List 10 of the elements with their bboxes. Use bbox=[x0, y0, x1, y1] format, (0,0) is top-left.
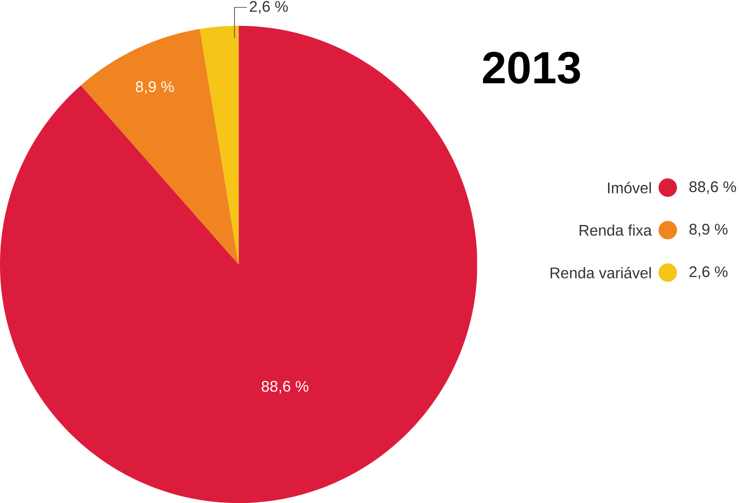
text: 88,6 % bbox=[689, 181, 736, 194]
text: 2013 bbox=[482, 52, 580, 84]
legend-label: Imóvel bbox=[608, 182, 651, 194]
data-label: 8,9 % bbox=[136, 81, 174, 94]
legend-label: Renda variável bbox=[550, 266, 651, 278]
data-label: 2,6 % bbox=[250, 0, 288, 14]
text: 8,9 % bbox=[689, 224, 728, 236]
legend-label: Renda fixa bbox=[580, 224, 652, 236]
data-label: 88,6 % bbox=[262, 380, 308, 394]
text: 2,6 % bbox=[690, 266, 728, 279]
